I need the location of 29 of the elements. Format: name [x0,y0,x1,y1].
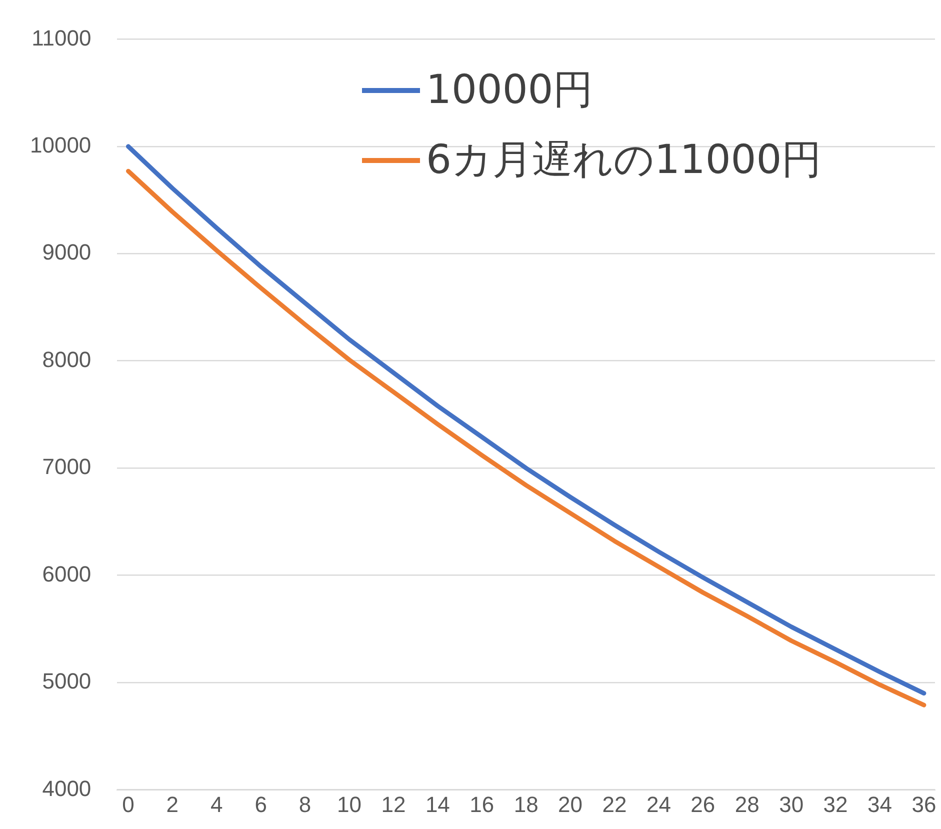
x-tick-label: 4 [210,792,223,818]
x-tick-label: 20 [558,792,583,818]
legend-label: 10000円 [426,66,594,115]
y-tick-label: 4000 [42,776,92,801]
y-tick-label: 5000 [42,668,92,694]
x-tick-label: 2 [166,792,179,818]
x-tick-label: 34 [868,792,892,818]
x-tick-label: 0 [122,792,134,818]
x-tick-label: 22 [602,792,627,818]
x-tick-label: 6 [254,792,267,818]
legend-label: 6カ月遅れの11000円 [426,136,822,185]
y-tick-label: 11000 [32,25,92,50]
y-tick-label: 6000 [42,561,92,586]
x-tick-label: 28 [734,792,760,818]
x-tick-label: 12 [381,792,406,818]
x-tick-label: 10 [337,792,362,818]
x-tick-label: 18 [514,792,538,818]
x-tick-label: 14 [425,792,450,818]
y-tick-label: 8000 [42,346,92,372]
x-tick-label: 30 [779,792,804,818]
x-tick-label: 8 [298,792,312,818]
y-tick-label: 9000 [42,240,92,265]
x-tick-label: 24 [646,792,671,818]
x-tick-label: 26 [690,792,716,818]
y-tick-label: 7000 [42,454,92,480]
x-tick-label: 16 [470,792,494,818]
y-tick-label: 10000 [30,132,92,158]
x-tick-label: 32 [823,792,848,818]
x-tick-label: 36 [912,792,936,818]
